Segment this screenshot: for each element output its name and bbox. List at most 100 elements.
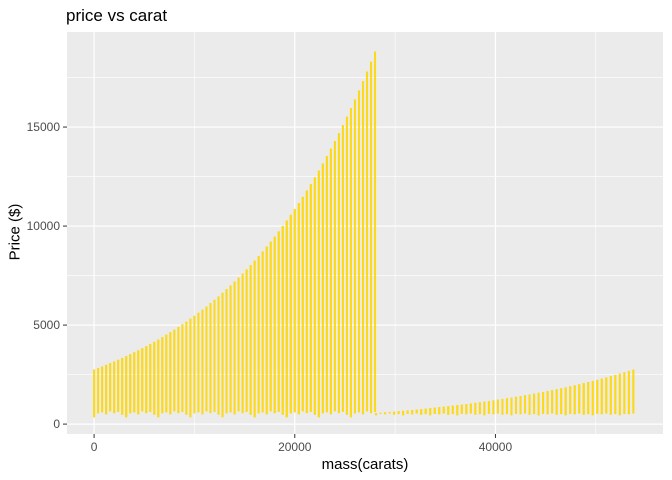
bar <box>519 396 522 415</box>
bar <box>605 377 608 414</box>
bar <box>542 391 545 414</box>
bar <box>623 372 626 414</box>
bar <box>442 406 445 414</box>
bar <box>197 312 200 413</box>
bar <box>301 196 304 412</box>
bar <box>293 208 296 413</box>
bar <box>528 394 531 415</box>
bar <box>233 281 236 415</box>
bar <box>273 236 276 414</box>
bar <box>97 367 100 414</box>
bar <box>121 357 124 415</box>
bar <box>237 277 240 412</box>
bar <box>305 190 308 414</box>
bar <box>573 385 576 415</box>
bar <box>253 260 256 418</box>
bar <box>627 370 630 415</box>
bar <box>492 400 495 415</box>
bar <box>265 246 268 415</box>
bar <box>433 407 436 414</box>
x-axis-title: mass(carats) <box>321 456 409 473</box>
bar <box>229 285 232 413</box>
y-tick-label: 15000 <box>27 120 61 134</box>
bar <box>514 396 518 414</box>
bar <box>309 184 312 412</box>
bar <box>523 395 527 414</box>
bar <box>349 108 353 418</box>
bar <box>117 359 120 412</box>
bar <box>245 269 248 412</box>
bar <box>373 51 377 412</box>
bar <box>141 348 144 412</box>
bar <box>596 379 599 414</box>
bar <box>501 398 504 415</box>
bar <box>505 398 509 415</box>
bar <box>201 309 204 415</box>
bar <box>169 332 172 415</box>
bar <box>374 413 378 416</box>
bar <box>101 366 104 413</box>
bar <box>564 387 567 416</box>
bar <box>618 373 621 416</box>
bar <box>551 390 554 414</box>
bar <box>402 410 405 416</box>
bar <box>587 382 590 415</box>
bar <box>510 397 513 416</box>
bar <box>157 339 160 418</box>
x-tick-label: 20000 <box>278 440 312 454</box>
bar <box>341 125 344 412</box>
bar <box>257 256 260 414</box>
bar <box>205 306 208 412</box>
bar <box>337 133 340 414</box>
bar <box>438 407 441 415</box>
bar <box>591 380 594 416</box>
bar <box>225 289 228 414</box>
bar <box>313 177 316 415</box>
bar <box>388 411 391 414</box>
chart-title: price vs carat <box>66 6 168 25</box>
y-axis-title: Price ($) <box>6 203 24 261</box>
bar <box>365 71 369 412</box>
bar <box>609 376 612 415</box>
bar <box>546 391 549 415</box>
bar <box>209 303 212 414</box>
bar <box>496 399 499 414</box>
bar <box>317 170 320 418</box>
bar <box>555 389 558 415</box>
bar <box>379 412 382 414</box>
bar <box>329 148 332 415</box>
bar <box>145 346 148 414</box>
bar <box>261 251 264 413</box>
bar <box>369 61 373 414</box>
bar <box>353 99 357 414</box>
plot-panel <box>67 32 663 434</box>
bar <box>487 400 490 414</box>
bar <box>361 81 365 415</box>
bar <box>321 163 324 414</box>
bar <box>125 356 128 418</box>
bar <box>281 225 284 415</box>
bar <box>447 406 450 415</box>
bar <box>460 404 463 414</box>
bar <box>325 156 328 413</box>
bar <box>560 388 563 415</box>
bar <box>582 383 585 415</box>
x-tick-label: 40000 <box>479 440 513 454</box>
bar <box>289 214 292 414</box>
bar <box>483 401 486 416</box>
bar <box>185 321 188 415</box>
bar <box>93 369 96 418</box>
bar <box>420 409 423 415</box>
bar <box>177 327 180 414</box>
bar <box>181 324 184 412</box>
y-tick-label: 10000 <box>27 219 61 233</box>
bar-series <box>93 51 635 418</box>
bar <box>193 315 196 414</box>
bar <box>429 408 432 416</box>
bar <box>113 361 116 414</box>
bar <box>474 402 477 415</box>
bar <box>109 363 112 412</box>
bar <box>451 405 454 415</box>
bar <box>632 369 635 414</box>
